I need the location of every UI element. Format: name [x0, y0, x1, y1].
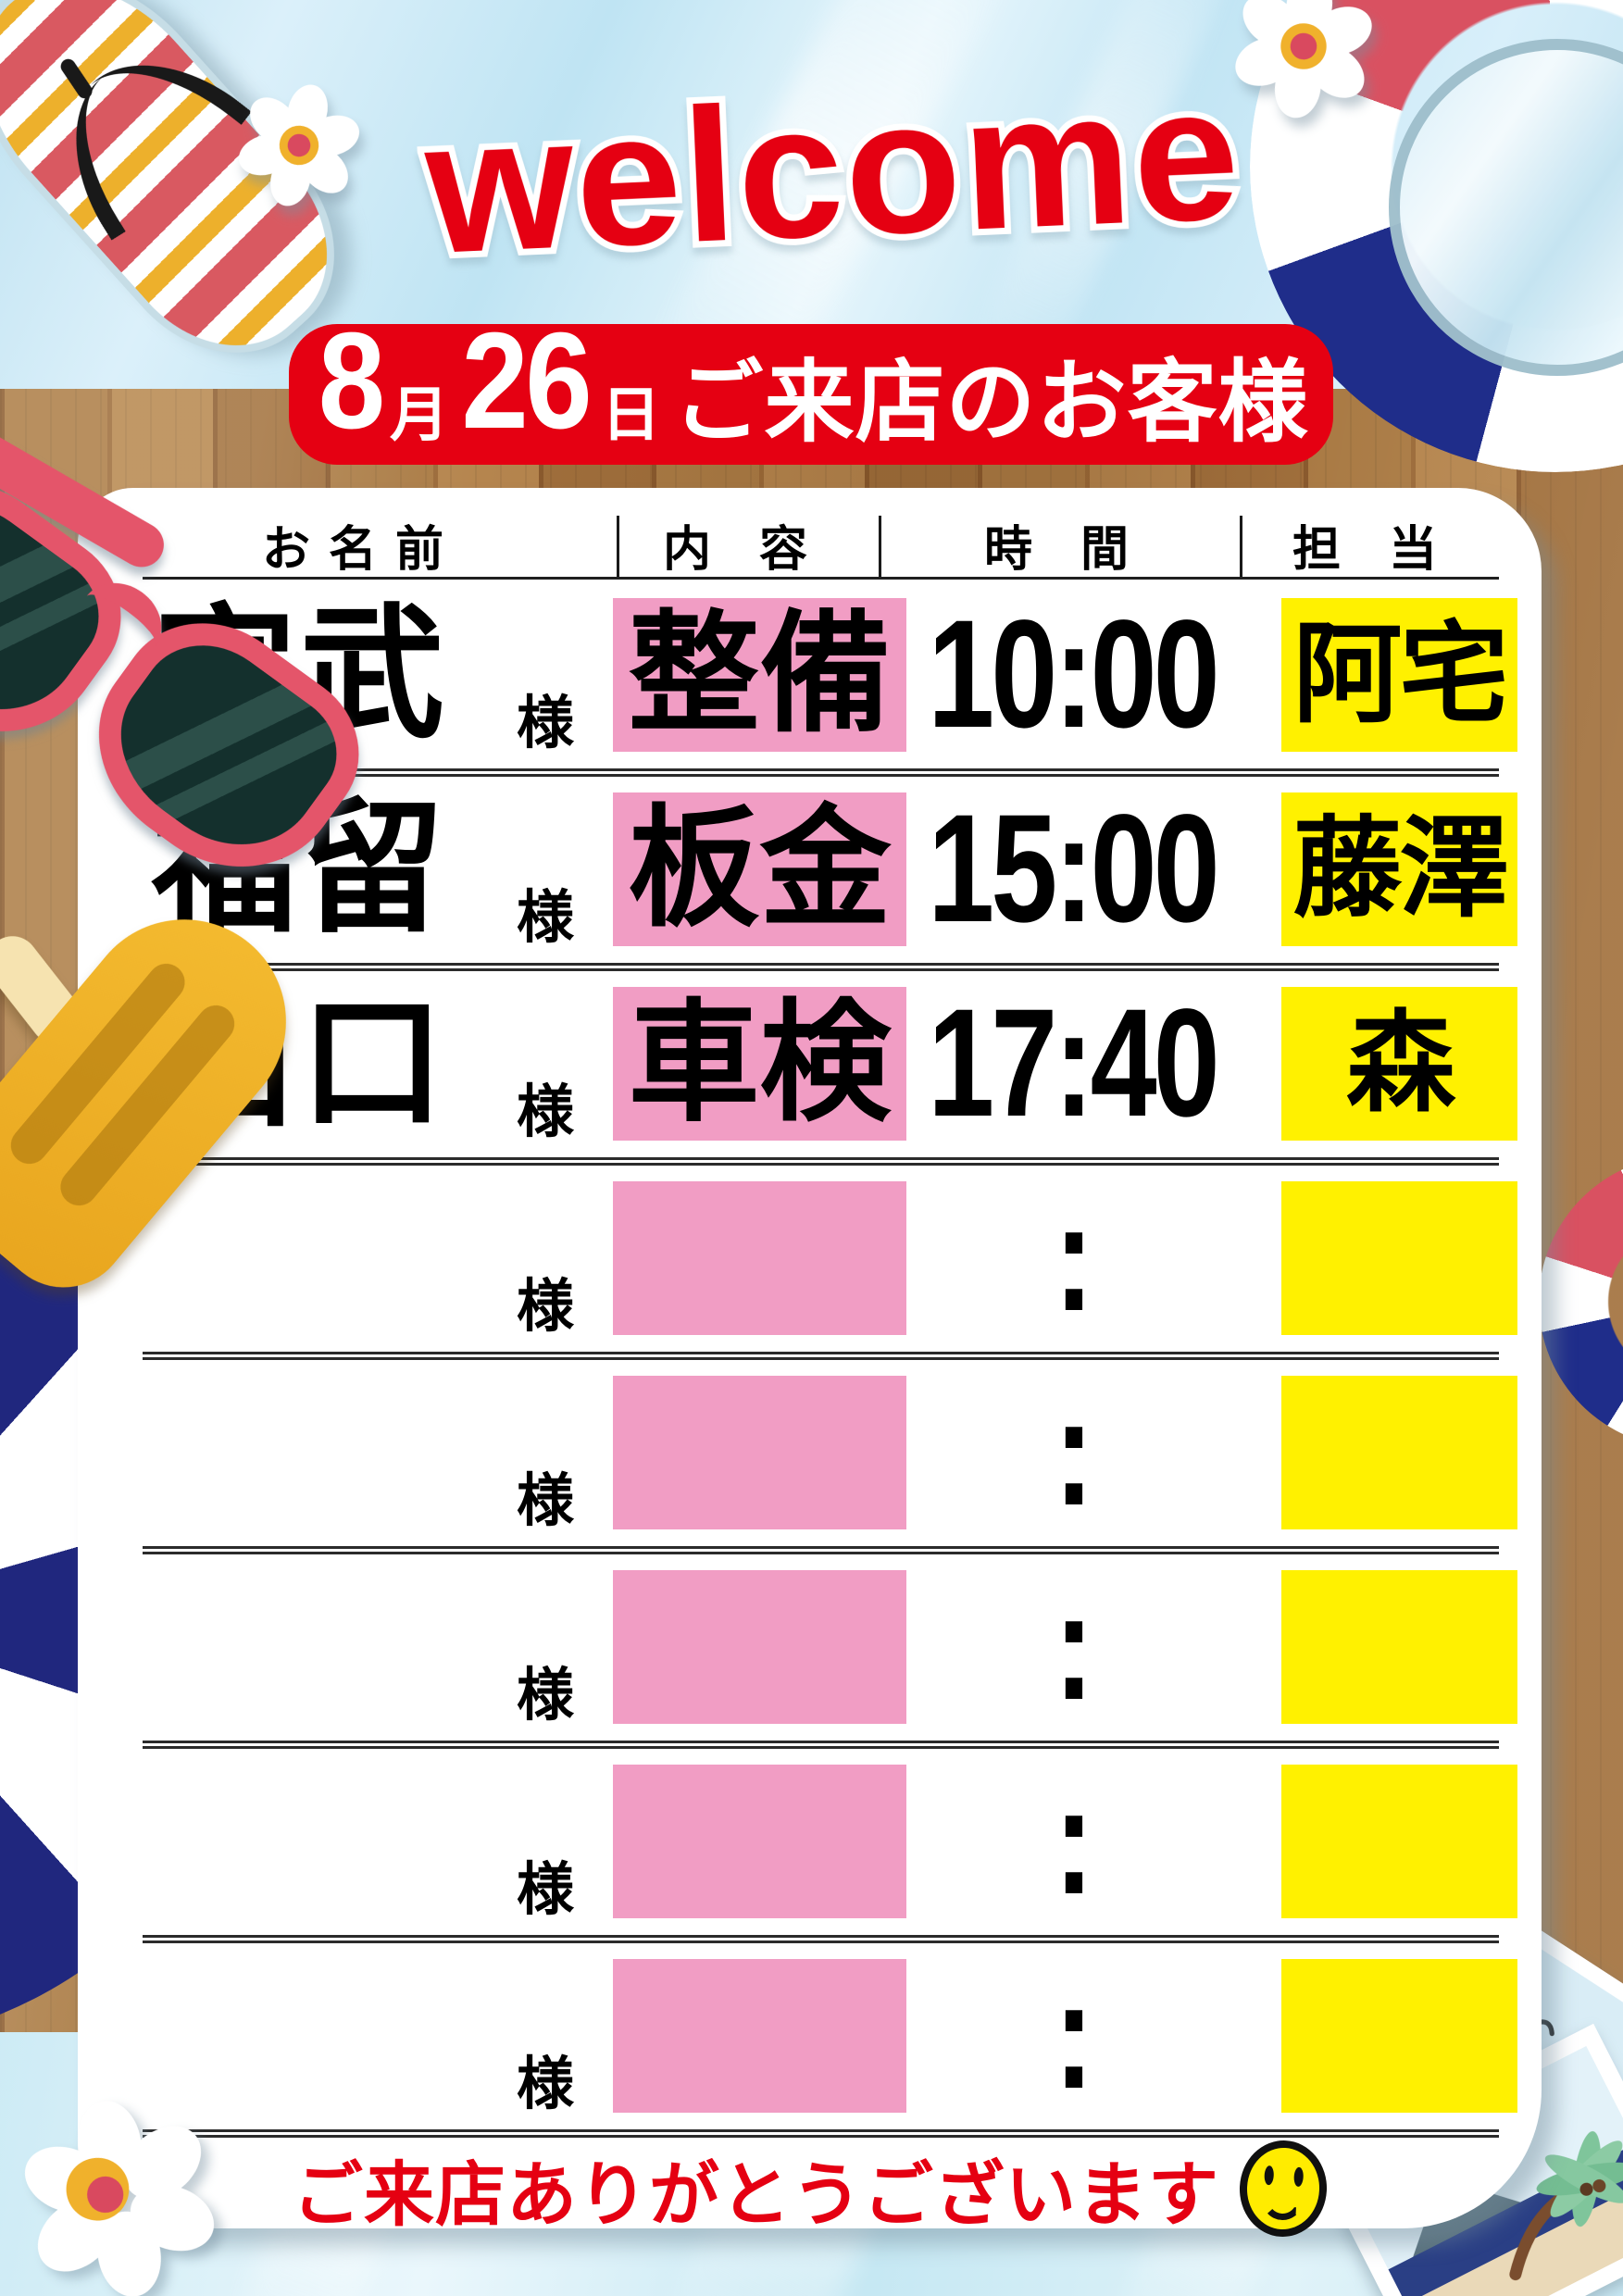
- staff-box: 藤澤: [1281, 792, 1517, 946]
- row-divider: [143, 1741, 1499, 1749]
- table-row: 様 :: [78, 1355, 1542, 1554]
- customer-name: [115, 1744, 485, 1939]
- row-divider: [143, 1352, 1499, 1360]
- time-value: :: [1054, 1172, 1093, 1343]
- thanks-footer: ご来店ありがとうございます: [78, 2138, 1542, 2240]
- column-header-time: 時間: [983, 522, 1177, 577]
- column-header-name: お名前: [261, 522, 462, 577]
- time-value: :: [1054, 1950, 1093, 2121]
- service-box: 板金: [613, 792, 906, 946]
- service-box: [613, 1181, 906, 1335]
- column-separator: [879, 516, 881, 579]
- honorific-label: 様: [517, 886, 575, 950]
- row-divider: [143, 963, 1499, 971]
- banner-day: 26: [461, 305, 592, 457]
- header-underline: [143, 577, 1499, 580]
- banner-month-unit: 月: [389, 381, 449, 449]
- service-box: [613, 1376, 906, 1529]
- honorific-label: 様: [517, 1080, 575, 1144]
- staff-box: [1281, 1570, 1517, 1724]
- service-box: [613, 1570, 906, 1724]
- welcome-title: welcome: [415, 40, 1251, 300]
- time-value: 17:40: [928, 978, 1220, 1149]
- row-divider: [143, 1935, 1499, 1943]
- thanks-message: ご来店ありがとうございます: [293, 2156, 1219, 2235]
- table-row: 様 :: [78, 1161, 1542, 1360]
- customer-name: [115, 1355, 485, 1550]
- time-value: :: [1054, 1366, 1093, 1538]
- time-value: 10:00: [928, 589, 1220, 760]
- table-row: 様 :: [78, 1939, 1542, 2138]
- table-row: 福留 様 板金 15:00 藤澤: [78, 772, 1542, 971]
- staff-box: 森: [1281, 987, 1517, 1141]
- column-header-staff: 担当: [1292, 522, 1485, 577]
- column-header-service: 内容: [662, 522, 855, 577]
- customer-name: [115, 1550, 485, 1744]
- palm-photo-image: [1338, 2045, 1623, 2296]
- honorific-label: 様: [517, 1469, 575, 1533]
- staff-box: 阿宅: [1281, 598, 1517, 752]
- table-row: 様 :: [78, 1744, 1542, 1943]
- smiley-eye: [1264, 2165, 1275, 2186]
- row-divider: [143, 2129, 1499, 2138]
- honorific-label: 様: [517, 1275, 575, 1339]
- banner-month: 8: [318, 305, 384, 457]
- daisy-flower-icon: [238, 84, 360, 206]
- service-box: 整備: [613, 598, 906, 752]
- beach-photo-2: [1316, 2023, 1623, 2296]
- time-value: :: [1054, 1561, 1093, 1732]
- date-banner: 8 月 26 日 ご来店のお客様: [289, 313, 1333, 465]
- honorific-label: 様: [517, 1858, 575, 1922]
- smiley-mouth: [1261, 2196, 1304, 2222]
- smiley-face-icon: [1237, 2138, 1330, 2240]
- daisy-flower-icon: [1235, 0, 1372, 119]
- banner-suffix: ご来店のお客様: [673, 352, 1309, 454]
- row-divider: [143, 1157, 1499, 1166]
- honorific-label: 様: [517, 2053, 575, 2116]
- service-box: [613, 1765, 906, 1918]
- smiley-eye: [1293, 2166, 1305, 2188]
- palm-fronds: [1536, 2131, 1623, 2227]
- time-value: :: [1054, 1755, 1093, 1927]
- row-divider: [143, 768, 1499, 777]
- staff-box: [1281, 1959, 1517, 2113]
- time-value: 15:00: [928, 783, 1220, 955]
- service-box: [613, 1959, 906, 2113]
- row-divider: [143, 1546, 1499, 1554]
- staff-box: [1281, 1765, 1517, 1918]
- column-separator: [1240, 516, 1242, 579]
- service-box: 車検: [613, 987, 906, 1141]
- column-separator: [617, 516, 619, 579]
- honorific-label: 様: [517, 1664, 575, 1728]
- table-row: 様 :: [78, 1550, 1542, 1749]
- daisy-flower-icon: [24, 2101, 215, 2296]
- reservation-card: お名前 内容 時間 担当 宮武 様 整備 10:00 阿宅 福留 様 板金 15…: [78, 488, 1542, 2240]
- banner-day-unit: 日: [601, 381, 661, 449]
- staff-box: [1281, 1181, 1517, 1335]
- honorific-label: 様: [517, 692, 575, 755]
- staff-box: [1281, 1376, 1517, 1529]
